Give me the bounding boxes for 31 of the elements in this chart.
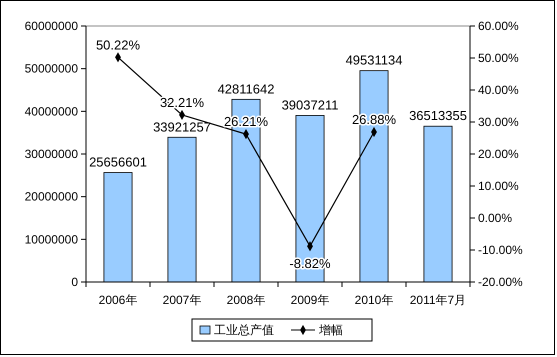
x-tick-label: 2009年 <box>290 293 330 307</box>
y2-tick-label: 0.00% <box>478 211 512 225</box>
x-tick-label: 2011年7月 <box>410 293 466 307</box>
x-tick-label: 2006年 <box>98 293 138 307</box>
y2-tick-label: 60.00% <box>478 19 520 33</box>
x-tick-label: 2008年 <box>226 293 266 307</box>
y2-tick-label: 40.00% <box>478 83 520 97</box>
y2-tick-label: -20.00% <box>478 275 524 289</box>
x-tick-label: 2010年 <box>354 293 394 307</box>
y-tick-label: 50000000 <box>24 62 78 76</box>
y-tick-label: 10000000 <box>24 232 78 246</box>
data-label: 36513355 <box>409 108 467 124</box>
legend-label: 增幅 <box>318 323 343 337</box>
x-tick-label: 2007年 <box>162 293 202 307</box>
y2-tick-label: -10.00% <box>478 243 524 257</box>
y2-tick-label: 10.00% <box>478 179 520 193</box>
data-label: 49531134 <box>346 52 402 68</box>
y-tick-label: 20000000 <box>24 190 78 204</box>
data-label: 25656601 <box>89 154 147 170</box>
data-label: 50.22% <box>96 37 140 52</box>
y2-tick-label: 20.00% <box>478 147 520 161</box>
y-tick-label: 60000000 <box>24 19 78 33</box>
y-tick-label: 40000000 <box>24 104 78 118</box>
y2-tick-label: 50.00% <box>478 51 520 65</box>
data-label: 42811642 <box>218 81 274 96</box>
data-label: 33921257 <box>153 119 211 134</box>
y2-tick-label: 30.00% <box>478 115 520 129</box>
data-label: 39037211 <box>282 97 338 112</box>
legend-label: 工业总产值 <box>214 323 274 337</box>
y-tick-label: 30000000 <box>24 147 78 161</box>
y-tick-label: 0 <box>71 275 78 289</box>
